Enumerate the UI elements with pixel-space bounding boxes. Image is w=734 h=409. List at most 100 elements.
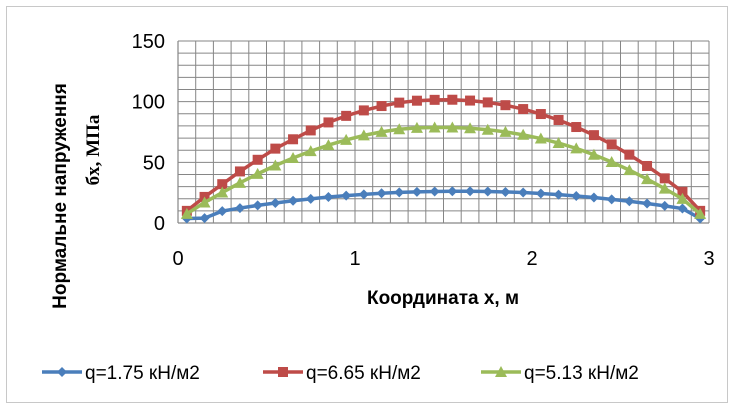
data-point bbox=[341, 110, 352, 121]
data-point bbox=[411, 95, 422, 106]
data-point bbox=[553, 114, 564, 125]
tick-labels: 0 50 100 150 0 1 2 3 bbox=[132, 31, 715, 270]
y-tick-label: 150 bbox=[132, 31, 165, 53]
data-point bbox=[588, 192, 599, 203]
data-point bbox=[216, 186, 229, 198]
legend-marker bbox=[57, 367, 67, 377]
series-3 bbox=[180, 121, 707, 219]
data-point bbox=[376, 188, 387, 199]
data-point bbox=[394, 187, 405, 198]
data-point bbox=[535, 188, 546, 199]
plot-axes bbox=[177, 41, 709, 224]
legend-marker bbox=[278, 367, 288, 377]
data-point bbox=[500, 186, 511, 197]
data-point bbox=[482, 186, 493, 197]
legend-item-2: q=6.65 кН/м2 bbox=[263, 363, 421, 384]
data-point bbox=[694, 207, 707, 219]
plot-series bbox=[180, 94, 707, 224]
data-point bbox=[180, 207, 193, 219]
x-tick-label: 0 bbox=[172, 248, 183, 270]
data-point bbox=[393, 123, 406, 135]
data-point bbox=[588, 130, 599, 141]
data-point bbox=[499, 125, 512, 137]
legend-item-1: q=1.75 кН/м2 bbox=[42, 363, 200, 384]
data-point bbox=[642, 160, 653, 171]
data-point bbox=[465, 95, 476, 106]
data-point bbox=[270, 143, 281, 154]
data-point bbox=[447, 186, 458, 197]
data-point bbox=[553, 189, 564, 200]
data-point bbox=[217, 206, 228, 217]
data-point bbox=[410, 121, 423, 133]
data-point bbox=[606, 194, 617, 205]
data-point bbox=[375, 125, 388, 137]
x-tick-label: 3 bbox=[703, 248, 714, 270]
data-point bbox=[251, 167, 264, 179]
data-point bbox=[411, 186, 422, 197]
data-point bbox=[446, 121, 459, 133]
data-point bbox=[252, 154, 263, 165]
data-point bbox=[270, 197, 281, 208]
y-tick-label: 0 bbox=[154, 213, 165, 235]
data-point bbox=[323, 117, 334, 128]
legend-label: q=5.13 кН/м2 bbox=[524, 363, 639, 384]
data-point bbox=[199, 213, 210, 224]
plot-grid bbox=[177, 40, 710, 224]
data-point bbox=[535, 109, 546, 120]
chart-frame bbox=[6, 6, 728, 403]
data-point bbox=[340, 133, 353, 145]
data-point bbox=[571, 122, 582, 133]
data-point bbox=[287, 151, 300, 163]
data-point bbox=[429, 94, 440, 105]
data-point bbox=[341, 190, 352, 201]
data-point bbox=[534, 132, 547, 144]
data-point bbox=[429, 186, 440, 197]
data-point bbox=[624, 196, 635, 207]
data-point bbox=[571, 190, 582, 201]
data-point bbox=[376, 101, 387, 112]
data-point bbox=[323, 192, 334, 203]
data-point bbox=[677, 186, 688, 197]
data-point bbox=[288, 195, 299, 206]
data-point bbox=[233, 176, 246, 188]
x-axis-label: Координата x, м bbox=[367, 288, 519, 309]
data-point bbox=[624, 149, 635, 160]
y-tick-label: 50 bbox=[143, 152, 165, 174]
data-point bbox=[552, 137, 565, 149]
data-point bbox=[642, 198, 653, 209]
data-point bbox=[641, 173, 654, 185]
y-tick-label: 100 bbox=[132, 92, 165, 114]
data-point bbox=[606, 139, 617, 150]
data-point bbox=[217, 179, 228, 190]
data-point bbox=[234, 203, 245, 214]
data-point bbox=[659, 200, 670, 211]
data-point bbox=[481, 123, 494, 135]
y-axis-label-line2: бx, МПа bbox=[83, 114, 104, 185]
data-point bbox=[517, 128, 530, 140]
data-point bbox=[500, 100, 511, 111]
data-point bbox=[305, 193, 316, 204]
data-point bbox=[305, 125, 316, 136]
legend-label: q=6.65 кН/м2 bbox=[306, 363, 421, 384]
y-axis-label-line1: Нормальне напруження bbox=[50, 83, 71, 309]
data-point bbox=[482, 97, 493, 108]
data-point bbox=[518, 187, 529, 198]
data-point bbox=[357, 129, 370, 141]
data-point bbox=[465, 186, 476, 197]
data-point bbox=[198, 196, 211, 208]
data-point bbox=[658, 182, 671, 194]
data-point bbox=[252, 200, 263, 211]
data-point bbox=[570, 142, 583, 154]
data-point bbox=[447, 94, 458, 105]
data-point bbox=[288, 134, 299, 145]
legend: q=1.75 кН/м2 q=6.65 кН/м2 q=5.13 кН/м2 bbox=[42, 363, 639, 384]
data-point bbox=[234, 166, 245, 177]
x-tick-label: 1 bbox=[349, 248, 360, 270]
data-point bbox=[269, 159, 282, 171]
data-point bbox=[605, 155, 618, 167]
data-point bbox=[428, 121, 441, 133]
data-point bbox=[676, 192, 689, 204]
data-point bbox=[677, 203, 688, 214]
data-point bbox=[659, 173, 670, 184]
